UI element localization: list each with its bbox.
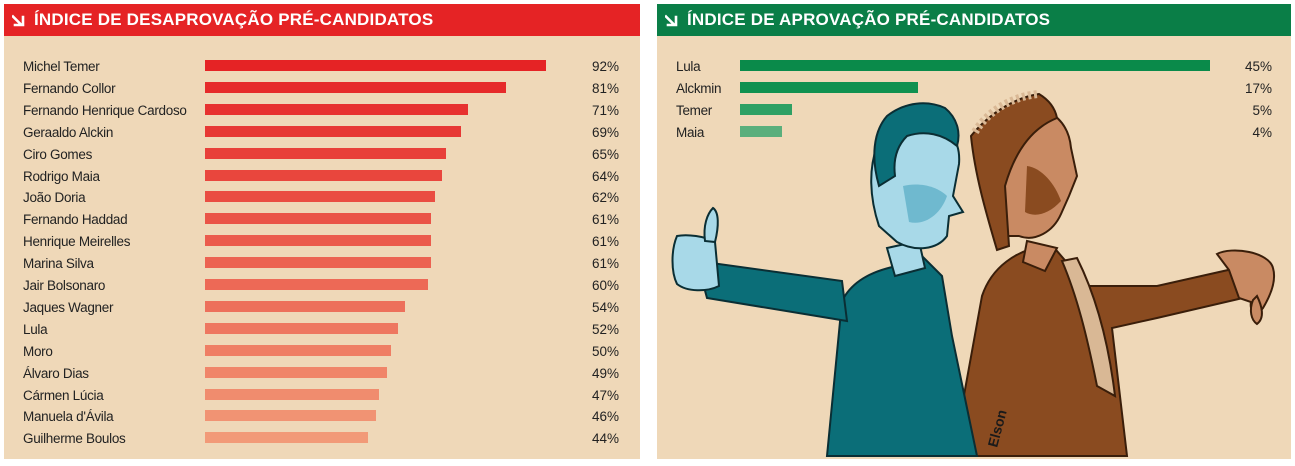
- category-label: Lula: [676, 59, 701, 74]
- value-label: 65%: [591, 146, 619, 162]
- bar-row: Alckmin 17%: [657, 78, 1291, 100]
- category-label: Guilherme Boulos: [23, 431, 126, 447]
- value-label: 61%: [591, 256, 619, 272]
- disapproval-panel: ÍNDICE DE DESAPROVAÇÃO PRÉ-CANDIDATOS Mi…: [4, 4, 640, 459]
- bar: [205, 344, 391, 356]
- bar: [205, 191, 436, 203]
- category-label: Fernando Henrique Cardoso: [23, 102, 187, 118]
- category-label: Fernando Haddad: [23, 212, 128, 228]
- bar: [205, 388, 380, 400]
- bar-row: Fernando Henrique Cardoso 71%: [4, 100, 640, 122]
- arrow-down-right-icon: [665, 14, 678, 26]
- value-label: 52%: [591, 321, 619, 337]
- value-label: 46%: [591, 409, 619, 425]
- bar: [205, 213, 432, 225]
- bar-row: Michel Temer 92%: [4, 56, 640, 78]
- bar: [740, 125, 782, 137]
- category-label: Cármen Lúcia: [23, 387, 104, 403]
- category-label: Geraaldo Alckin: [23, 124, 114, 140]
- bar: [740, 103, 793, 115]
- value-label: 61%: [591, 234, 619, 250]
- category-label: Ciro Gomes: [23, 146, 93, 162]
- bar: [205, 147, 447, 159]
- bar-row: Maia 4%: [657, 122, 1291, 144]
- bar: [205, 81, 506, 93]
- value-label: 44%: [591, 431, 619, 447]
- category-label: Henrique Meirelles: [23, 234, 131, 250]
- value-label: 47%: [591, 387, 619, 403]
- bar-row: Fernando Haddad 61%: [4, 209, 640, 231]
- category-label: Rodrigo Maia: [23, 168, 100, 184]
- value-label: 50%: [591, 343, 619, 359]
- bar-row: Rodrigo Maia 64%: [4, 166, 640, 188]
- value-label: 81%: [591, 80, 619, 96]
- value-label: 60%: [591, 278, 619, 293]
- bar-row: Temer 5%: [657, 100, 1291, 122]
- category-label: Moro: [23, 343, 53, 359]
- value-label: 61%: [591, 212, 619, 228]
- value-label: 45%: [1244, 59, 1272, 74]
- category-label: Michel Temer: [23, 59, 100, 74]
- disapproval-title: ÍNDICE DE DESAPROVAÇÃO PRÉ-CANDIDATOS: [34, 10, 434, 29]
- category-label: Alckmin: [676, 80, 722, 96]
- value-label: 69%: [591, 124, 619, 140]
- value-label: 49%: [591, 365, 619, 381]
- value-label: 5%: [1252, 102, 1272, 118]
- category-label: Marina Silva: [23, 256, 94, 272]
- category-label: Álvaro Dias: [23, 365, 89, 381]
- bar-row: Manuela d'Ávila 46%: [4, 406, 640, 428]
- bar-row: Jair Bolsonaro 60%: [4, 275, 640, 297]
- approval-title: ÍNDICE DE APROVAÇÃO PRÉ-CANDIDATOS: [687, 10, 1051, 29]
- bar: [205, 125, 461, 137]
- bar: [205, 410, 376, 422]
- bar-row: Henrique Meirelles 61%: [4, 231, 640, 253]
- bar-row: Lula 45%: [657, 56, 1291, 78]
- bar: [205, 300, 406, 312]
- bar: [205, 322, 398, 334]
- category-label: Maia: [676, 124, 705, 140]
- value-label: 17%: [1244, 80, 1272, 96]
- value-label: 4%: [1252, 124, 1272, 140]
- bar-row: Cármen Lúcia 47%: [4, 385, 640, 407]
- bar: [205, 366, 387, 378]
- bar-row: Jaques Wagner 54%: [4, 297, 640, 319]
- bar-row: Marina Silva 61%: [4, 253, 640, 275]
- category-label: Jair Bolsonaro: [23, 278, 106, 293]
- category-label: Manuela d'Ávila: [23, 409, 114, 425]
- bar: [205, 60, 547, 71]
- approval-panel: ÍNDICE DE APROVAÇÃO PRÉ-CANDIDATOS Elson…: [657, 4, 1291, 459]
- bar: [740, 81, 918, 93]
- bar: [740, 60, 1210, 71]
- value-label: 64%: [591, 168, 619, 184]
- category-label: Jaques Wagner: [23, 299, 114, 315]
- bar-row: Lula 52%: [4, 319, 640, 341]
- bar: [205, 235, 432, 247]
- bar-row: Ciro Gomes 65%: [4, 144, 640, 166]
- cartoon-thumbs-up-thumbs-down-icon: Elson: [671, 90, 1275, 457]
- category-label: Lula: [23, 321, 48, 337]
- bar: [205, 279, 428, 290]
- value-label: 92%: [591, 59, 619, 74]
- arrow-down-right-icon: [12, 14, 25, 26]
- bar-row: Guilherme Boulos 44%: [4, 428, 640, 450]
- value-label: 62%: [591, 190, 619, 206]
- value-label: 54%: [591, 299, 619, 315]
- bar-row: João Doria 62%: [4, 187, 640, 209]
- bar: [205, 257, 432, 269]
- category-label: Temer: [676, 102, 713, 118]
- bar: [205, 103, 469, 115]
- bar-row: Fernando Collor 81%: [4, 78, 640, 100]
- value-label: 71%: [591, 102, 619, 118]
- bar-row: Álvaro Dias 49%: [4, 363, 640, 385]
- bar-row: Geraaldo Alckin 69%: [4, 122, 640, 144]
- category-label: Fernando Collor: [23, 80, 116, 96]
- bar-row: Moro 50%: [4, 341, 640, 363]
- category-label: João Doria: [23, 190, 86, 206]
- bar: [205, 169, 443, 181]
- disapproval-header: ÍNDICE DE DESAPROVAÇÃO PRÉ-CANDIDATOS: [4, 4, 640, 36]
- bar: [205, 432, 369, 444]
- approval-header: ÍNDICE DE APROVAÇÃO PRÉ-CANDIDATOS: [657, 4, 1291, 36]
